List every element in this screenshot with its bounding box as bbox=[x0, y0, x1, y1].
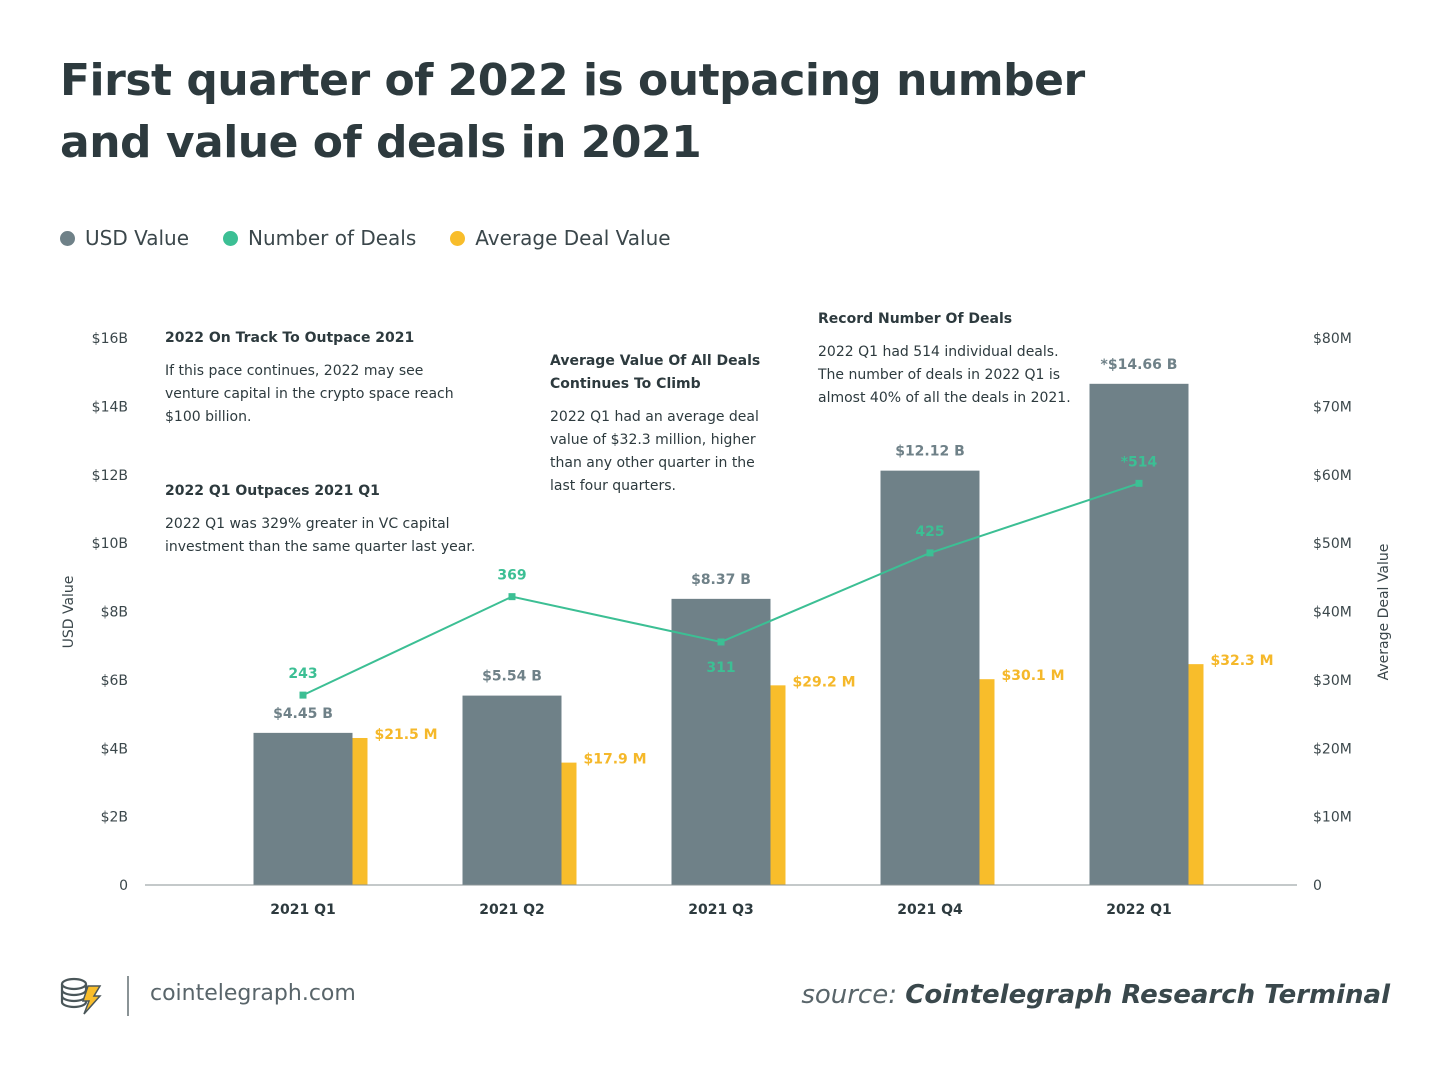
annotation-title: Continues To Climb bbox=[550, 376, 701, 392]
usd-value-label: $12.12 B bbox=[895, 444, 965, 460]
annotation-text: 2022 Q1 had 514 individual deals. bbox=[818, 344, 1059, 360]
y-tick-label: $12B bbox=[92, 468, 128, 484]
legend-swatch-usd-value bbox=[60, 230, 75, 246]
y2-tick-label: $50M bbox=[1313, 536, 1352, 552]
chart-title: First quarter of 2022 is outpacing numbe… bbox=[60, 55, 1085, 168]
average-deal-value-bar bbox=[1188, 664, 1204, 885]
x-tick-label: 2021 Q1 bbox=[270, 902, 335, 918]
y2-tick-label: $80M bbox=[1313, 331, 1352, 347]
usd-value-label: $5.54 B bbox=[482, 669, 542, 685]
average-deal-value-label: $29.2 M bbox=[793, 674, 856, 690]
y2-tick-label: $20M bbox=[1313, 741, 1352, 757]
cointelegraph-logo-icon bbox=[58, 974, 104, 1023]
annotation-title: 2022 Q1 Outpaces 2021 Q1 bbox=[165, 483, 380, 499]
annotation-text: $100 billion. bbox=[165, 409, 251, 425]
usd-value-bar bbox=[1089, 383, 1189, 885]
footer-source-prefix: source: bbox=[801, 980, 897, 1010]
annotation-text: If this pace continues, 2022 may see bbox=[165, 363, 423, 379]
annotation-text: venture capital in the crypto space reac… bbox=[165, 386, 454, 402]
annotation-text: last four quarters. bbox=[550, 478, 676, 494]
y-tick-label: $14B bbox=[92, 399, 128, 415]
number-of-deals-point bbox=[1135, 479, 1143, 487]
x-tick-label: 2022 Q1 bbox=[1106, 902, 1171, 918]
usd-value-label: $8.37 B bbox=[691, 572, 751, 588]
y2-tick-label: $70M bbox=[1313, 399, 1352, 415]
footer-source: source: Cointelegraph Research Terminal bbox=[801, 980, 1390, 1010]
usd-value-label: *$14.66 B bbox=[1101, 357, 1178, 373]
annotation-text: 2022 Q1 had an average deal bbox=[550, 409, 759, 425]
annotation-text: value of $32.3 million, higher bbox=[550, 432, 756, 448]
y-tick-label: $16B bbox=[92, 331, 128, 347]
average-deal-value-label: $32.3 M bbox=[1211, 653, 1274, 669]
average-deal-value-bar bbox=[770, 685, 786, 885]
usd-value-bar bbox=[671, 598, 771, 885]
number-of-deals-label: 425 bbox=[915, 524, 944, 540]
legend-label-number-of-deals: Number of Deals bbox=[248, 226, 417, 250]
y-tick-label: $2B bbox=[101, 810, 128, 826]
y-tick-label: $6B bbox=[101, 673, 128, 689]
number-of-deals-label: 369 bbox=[497, 568, 526, 584]
annotation-text: 2022 Q1 was 329% greater in VC capital bbox=[165, 516, 450, 532]
legend-item-average-deal-value: Average Deal Value bbox=[450, 226, 671, 250]
legend-item-usd-value: USD Value bbox=[60, 226, 189, 250]
number-of-deals-point bbox=[508, 593, 516, 601]
average-deal-value-label: $30.1 M bbox=[1002, 668, 1065, 684]
average-deal-value-bar bbox=[979, 679, 995, 885]
y2-tick-label: $40M bbox=[1313, 605, 1352, 621]
y-axis-title: USD Value bbox=[61, 576, 77, 649]
footer-source-name: Cointelegraph Research Terminal bbox=[905, 980, 1390, 1010]
y2-tick-label: $60M bbox=[1313, 468, 1352, 484]
legend-item-number-of-deals: Number of Deals bbox=[223, 226, 416, 250]
usd-value-label: $4.45 B bbox=[273, 706, 333, 722]
average-deal-value-bar bbox=[352, 737, 368, 885]
legend-label-average-deal-value: Average Deal Value bbox=[475, 226, 671, 250]
number-of-deals-label: 311 bbox=[706, 660, 735, 676]
average-deal-value-label: $17.9 M bbox=[584, 752, 647, 768]
y-tick-label: $4B bbox=[101, 741, 128, 757]
number-of-deals-label: *514 bbox=[1121, 454, 1158, 470]
number-of-deals-label: 243 bbox=[288, 666, 317, 682]
legend: USD Value Number of Deals Average Deal V… bbox=[60, 226, 671, 250]
annotation-title: 2022 On Track To Outpace 2021 bbox=[165, 330, 414, 346]
average-deal-value-bar bbox=[561, 762, 577, 885]
number-of-deals-point bbox=[926, 549, 934, 557]
annotation-title: Average Value Of All Deals bbox=[550, 353, 760, 369]
number-of-deals-point bbox=[299, 691, 307, 699]
average-deal-value-label: $21.5 M bbox=[375, 727, 438, 743]
annotation-text: The number of deals in 2022 Q1 is bbox=[817, 367, 1060, 383]
x-tick-label: 2021 Q2 bbox=[479, 902, 544, 918]
usd-value-bar bbox=[462, 695, 562, 885]
annotation-text: almost 40% of all the deals in 2021. bbox=[818, 390, 1071, 406]
footer-divider bbox=[127, 976, 129, 1016]
usd-value-bar bbox=[880, 470, 980, 885]
usd-value-bar bbox=[253, 732, 353, 885]
annotation-title: Record Number Of Deals bbox=[818, 311, 1012, 327]
x-tick-label: 2021 Q3 bbox=[688, 902, 753, 918]
legend-swatch-average-deal-value bbox=[450, 230, 466, 246]
legend-swatch-number-of-deals bbox=[223, 230, 239, 246]
x-tick-label: 2021 Q4 bbox=[897, 902, 963, 918]
number-of-deals-point bbox=[717, 638, 725, 646]
annotation-text: than any other quarter in the bbox=[550, 455, 755, 471]
y-tick-label: $8B bbox=[101, 605, 128, 621]
y2-tick-label: $10M bbox=[1313, 810, 1352, 826]
legend-label-usd-value: USD Value bbox=[85, 226, 190, 250]
y-tick-label: 0 bbox=[119, 878, 128, 894]
annotation-text: investment than the same quarter last ye… bbox=[165, 539, 475, 555]
y2-tick-label: 0 bbox=[1313, 878, 1322, 894]
footer-site-link[interactable]: cointelegraph.com bbox=[150, 981, 356, 1006]
y-tick-label: $10B bbox=[92, 536, 128, 552]
y2-axis-title: Average Deal Value bbox=[1376, 544, 1392, 681]
y2-tick-label: $30M bbox=[1313, 673, 1352, 689]
